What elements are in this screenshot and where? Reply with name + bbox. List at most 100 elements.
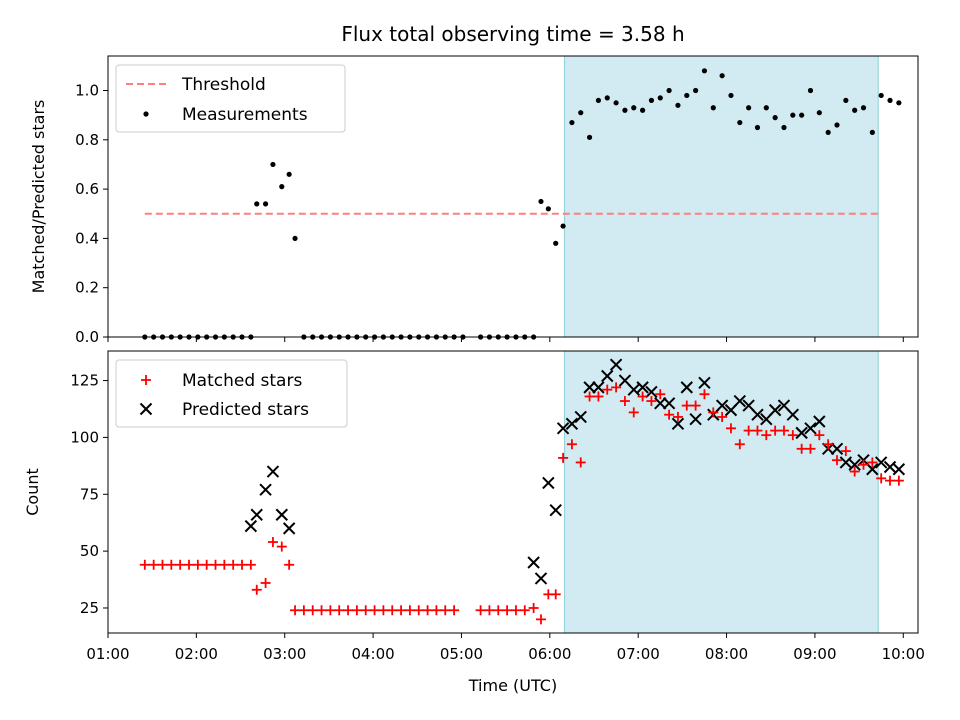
measurement-point: [286, 171, 292, 177]
x-tick-label: 07:00: [617, 645, 660, 663]
legend-matched-label: Matched stars: [182, 371, 302, 391]
matched-star-point: [566, 439, 577, 450]
measurement-point: [710, 105, 716, 111]
matched-star-point: [325, 605, 336, 616]
measurement-point: [292, 235, 298, 242]
matched-star-point: [148, 559, 159, 570]
matched-star-point: [558, 452, 569, 463]
x-tick-label: 10:00: [882, 645, 925, 663]
matched-star-point: [228, 559, 239, 570]
y-tick-label: 0.6: [75, 180, 99, 198]
matched-star-point: [734, 439, 745, 450]
legend-predicted-swatch: [139, 402, 153, 416]
predicted-star-point: [609, 358, 623, 371]
measurement-point: [648, 97, 655, 103]
top-legend-box: [115, 64, 346, 133]
matched-star-point: [192, 559, 203, 570]
matched-star-point: [708, 407, 719, 418]
x-tick-label: 06:00: [528, 645, 571, 663]
predicted-star-point: [259, 483, 272, 496]
matched-star-point: [681, 400, 692, 411]
legend-cross-marker: [139, 402, 153, 416]
matched-star-point: [885, 475, 896, 486]
matched-star-point: [575, 457, 586, 468]
legend-matched-swatch: [141, 375, 151, 385]
measurement-point: [852, 107, 858, 113]
measurement-point: [254, 201, 260, 207]
matched-star-point: [893, 475, 904, 486]
bottom-x-axis: 01:00 02:00 03:00 04:00 05:00 06:00 07:00 08:00…: [86, 633, 925, 663]
matched-star-point: [611, 382, 622, 393]
matched-star-point: [528, 602, 539, 613]
legend-predicted-label: Predicted stars: [182, 400, 309, 420]
y-tick-label: 25: [80, 599, 99, 617]
matched-star-point: [584, 391, 595, 402]
matched-star-point: [814, 430, 825, 441]
measurement-point: [763, 105, 769, 111]
matched-star-point: [770, 425, 781, 436]
matched-star-point: [422, 605, 433, 616]
matched-star-point: [334, 605, 345, 616]
bottom-legend-box: [115, 359, 348, 428]
measurement-point: [737, 119, 743, 126]
measurement-point: [622, 107, 628, 113]
matched-star-point: [619, 396, 630, 407]
measurement-point: [640, 107, 646, 113]
predicted-star-point: [698, 376, 711, 390]
measurement-point: [538, 198, 544, 205]
matched-star-point: [602, 384, 613, 395]
measurement-point: [279, 184, 285, 190]
matched-star-point: [743, 425, 754, 436]
predicted-star-point: [662, 397, 676, 410]
matched-star-point: [404, 605, 415, 616]
measurement-point: [719, 73, 725, 79]
predicted-star-point: [892, 463, 906, 476]
matched-star-point: [431, 605, 442, 616]
y-tick-label: 0.8: [75, 131, 99, 149]
predicted-star-point: [795, 426, 808, 440]
matched-star-point: [672, 411, 683, 422]
matched-star-point: [646, 396, 657, 407]
observing-window-shade-top: [564, 55, 879, 338]
matched-star-point: [593, 391, 604, 402]
y-tick-label: 0.4: [75, 229, 99, 247]
measurement-point: [569, 119, 575, 126]
top-y-axis-label: Matched/Predicted stars: [29, 100, 48, 294]
measurement-point: [693, 87, 699, 94]
matched-star-point: [778, 425, 789, 436]
measurement-point: [657, 95, 663, 101]
bottom-legend: Matched stars Predicted stars: [115, 359, 348, 428]
matched-star-point: [237, 559, 248, 570]
bottom-axes-frame: [107, 350, 919, 634]
measurement-point: [869, 129, 875, 136]
predicted-star-point: [715, 399, 729, 412]
predicted-star-point: [751, 408, 764, 421]
predicted-star-point: [768, 403, 782, 417]
measurement-point: [834, 122, 840, 128]
predicted-star-point: [848, 458, 861, 471]
measurement-point: [262, 201, 269, 207]
predicted-star-point: [627, 383, 640, 396]
legend-threshold-label: Threshold: [181, 75, 266, 95]
x-tick-label: 01:00: [86, 645, 129, 663]
predicted-star-point: [565, 417, 579, 430]
measurement-point: [746, 105, 752, 111]
matched-star-point: [387, 605, 398, 616]
matched-star-point: [823, 439, 834, 450]
measurement-point: [772, 115, 778, 121]
x-tick-label: 05:00: [440, 645, 483, 663]
legend-measurements-label: Measurements: [182, 105, 308, 125]
predicted-star-point: [266, 465, 280, 478]
measurement-point: [728, 92, 734, 99]
matched-star-point: [351, 605, 362, 616]
matched-star-point: [343, 605, 354, 616]
x-tick-label: 04:00: [351, 645, 394, 663]
measurement-point: [675, 102, 681, 108]
matched-star-point: [440, 605, 451, 616]
measurement-point: [754, 124, 761, 131]
legend-measurements-swatch: [143, 111, 149, 117]
matched-star-point: [717, 411, 728, 422]
y-tick-label: 125: [70, 372, 99, 390]
y-tick-label: 0.2: [75, 279, 99, 297]
matched-star-point: [276, 541, 287, 552]
